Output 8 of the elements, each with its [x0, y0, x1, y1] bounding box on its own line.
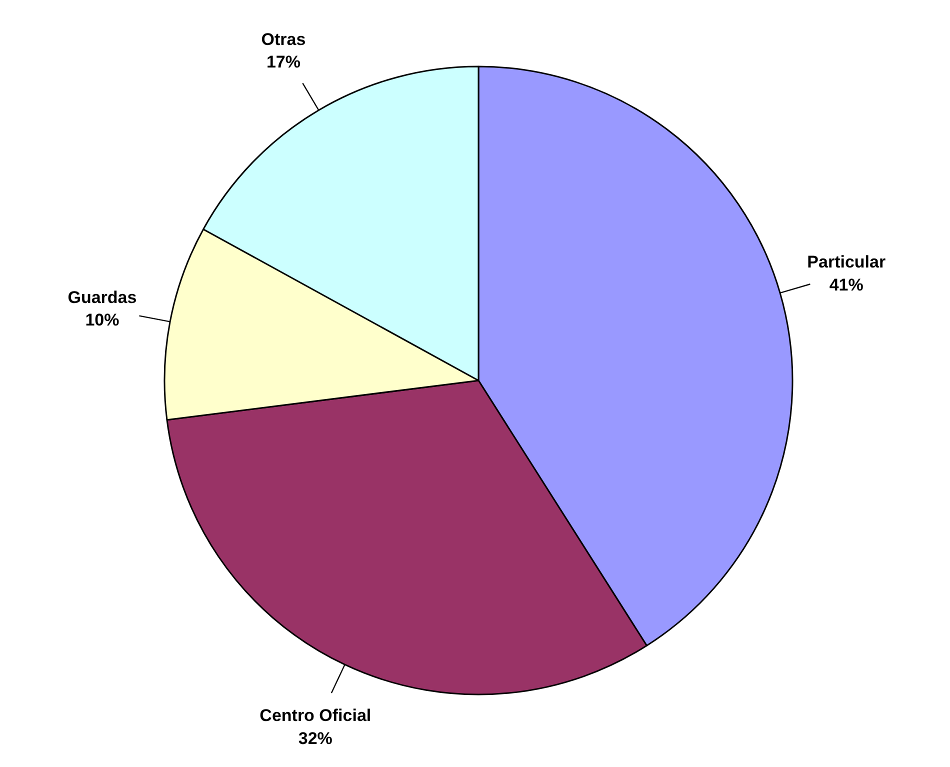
- slice-label: Guardas: [68, 288, 137, 307]
- slice-label: Centro Oficial: [260, 706, 372, 726]
- data-label: 17%: [266, 52, 301, 72]
- slice-label: Particular: [807, 252, 886, 272]
- slice-label: Otras: [261, 30, 306, 49]
- data-label: 41%: [829, 276, 864, 295]
- data-label: 32%: [298, 729, 332, 748]
- data-label: 10%: [85, 310, 120, 330]
